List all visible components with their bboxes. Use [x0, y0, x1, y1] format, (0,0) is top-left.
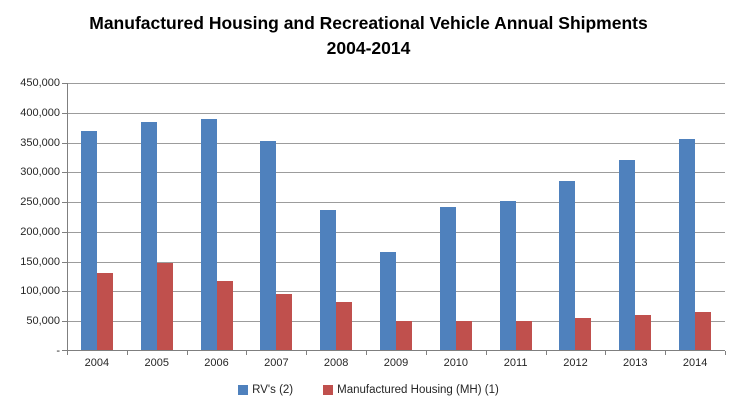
- x-axis-label-2010: 2010: [443, 357, 469, 369]
- legend-item-rv: RV's (2): [238, 384, 293, 396]
- bar-mh-2006: [216, 281, 233, 351]
- y-tick-200000: [62, 231, 67, 233]
- bar-mh-2012: [575, 318, 592, 351]
- legend-label-rv: RV's (2): [252, 384, 294, 396]
- x-axis-label-2012: 2012: [563, 357, 588, 369]
- bar-mh-2004: [96, 272, 113, 351]
- x-axis-label-2014: 2014: [682, 357, 708, 369]
- y-axis-label-200000: 200,000: [20, 225, 60, 238]
- bar-rv-2005: [140, 121, 157, 351]
- y-axis-label-100000: 100,000: [20, 285, 60, 298]
- x-tick-6: [425, 351, 427, 355]
- x-axis-label-2007: 2007: [264, 357, 289, 369]
- legend-label-mh: Manufactured Housing (MH) (1): [337, 384, 499, 396]
- bar-rv-2004: [80, 130, 97, 351]
- legend-swatch-mh: [323, 385, 334, 395]
- x-tick-3: [246, 351, 248, 355]
- bar-rv-2013: [619, 159, 636, 351]
- y-axis-label-150000: 150,000: [20, 255, 60, 268]
- bar-mh-2010: [455, 321, 472, 351]
- bar-rv-2006: [200, 118, 217, 351]
- x-tick-5: [366, 351, 368, 355]
- legend-item-mh: Manufactured Housing (MH) (1): [323, 384, 499, 396]
- y-axis-labels: - 50,000 100,000 150,000 200,000 250,000 300,0…: [0, 77, 60, 357]
- gridline-200000: [67, 231, 725, 233]
- y-axis-label-300000: 300,000: [20, 166, 60, 179]
- x-axis-label-2008: 2008: [323, 357, 349, 369]
- bar-rv-2008: [320, 209, 337, 351]
- gridline-300000: [67, 172, 725, 174]
- y-tick-450000: [62, 83, 67, 84]
- bar-rv-2010: [439, 206, 456, 351]
- y-tick-50000: [62, 321, 67, 323]
- y-tick-350000: [62, 142, 67, 144]
- x-tick-9: [605, 351, 607, 355]
- x-tick-4: [306, 351, 308, 355]
- bar-mh-2007: [276, 293, 293, 351]
- gridline-400000: [67, 112, 725, 114]
- bar-rv-2009: [380, 252, 396, 351]
- legend-swatch-rv: [238, 385, 249, 395]
- x-tick-10: [665, 351, 667, 355]
- gridline-250000: [67, 202, 725, 204]
- gridline-150000: [67, 261, 725, 263]
- y-tick-400000: [62, 112, 67, 114]
- y-axis-label-450000: 450,000: [20, 77, 60, 89]
- bar-mh-2005: [156, 263, 173, 351]
- x-tick-1: [126, 351, 128, 355]
- y-axis-line: [67, 83, 68, 355]
- bar-mh-2009: [396, 321, 412, 351]
- y-axis-label-50000: 50,000: [26, 315, 60, 328]
- legend: RV's (2) Manufactured Housing (MH) (1): [0, 384, 737, 396]
- y-tick-150000: [62, 261, 67, 263]
- bar-rv-2011: [499, 200, 516, 351]
- x-axis-label-2004: 2004: [84, 357, 110, 369]
- chart-title: Manufactured Housing and Recreational Ve…: [89, 13, 648, 59]
- y-axis-label-400000: 400,000: [20, 106, 60, 119]
- bar-rv-2007: [260, 140, 277, 351]
- x-axis-label-2011: 2011: [503, 357, 528, 369]
- x-axis-label-2013: 2013: [623, 357, 648, 369]
- bar-mh-2008: [336, 302, 353, 351]
- x-axis-label-2005: 2005: [144, 357, 169, 369]
- bar-mh-2014: [695, 312, 712, 351]
- bar-mh-2011: [515, 320, 532, 351]
- y-tick-100000: [62, 291, 67, 293]
- bar-rv-2014: [679, 138, 696, 351]
- y-axis-label-250000: 250,000: [20, 196, 60, 209]
- x-axis-label-2006: 2006: [204, 357, 229, 369]
- y-axis-label-0: -: [56, 345, 60, 357]
- y-tick-250000: [62, 202, 67, 204]
- x-axis-line: [62, 350, 725, 351]
- gridline-350000: [67, 142, 725, 144]
- gridline-450000: [67, 83, 725, 84]
- y-axis-label-350000: 350,000: [20, 136, 60, 149]
- x-tick-7: [485, 351, 487, 355]
- plot-area: [62, 83, 726, 355]
- gridline-100000: [67, 291, 725, 293]
- x-axis-label-2009: 2009: [383, 357, 409, 369]
- x-tick-2: [186, 351, 188, 355]
- bar-rv-2012: [559, 180, 576, 351]
- x-tick-11: [725, 351, 726, 355]
- x-tick-8: [545, 351, 547, 355]
- bar-mh-2013: [635, 315, 652, 351]
- y-tick-300000: [62, 172, 67, 174]
